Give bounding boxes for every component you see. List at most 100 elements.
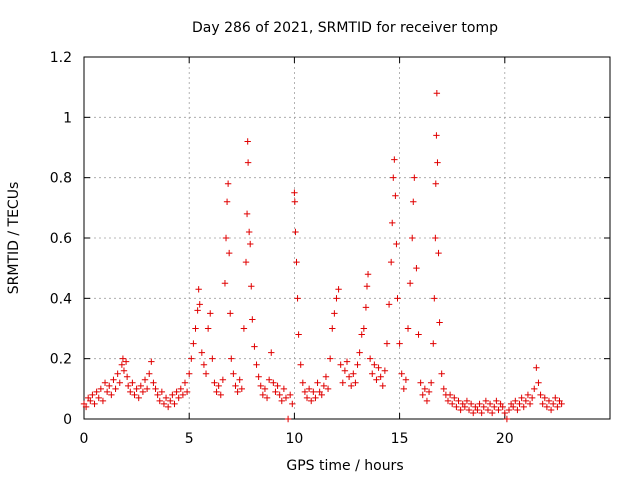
data-point	[114, 370, 121, 377]
data-point	[432, 180, 439, 187]
data-point	[276, 391, 283, 399]
data-point	[143, 385, 151, 393]
data-point	[82, 403, 90, 411]
data-point	[518, 394, 525, 402]
data-point	[480, 403, 487, 411]
data-point	[131, 391, 138, 399]
data-point	[373, 376, 380, 383]
y-tick-label: 1.2	[50, 50, 72, 66]
data-point	[116, 379, 123, 386]
data-point	[411, 174, 418, 181]
data-point	[524, 391, 532, 399]
data-point	[213, 388, 220, 396]
data-point	[219, 376, 227, 383]
data-point	[470, 409, 477, 417]
data-point	[179, 391, 187, 399]
data-point	[337, 361, 344, 368]
data-point	[545, 397, 553, 405]
data-point	[512, 397, 519, 405]
data-point	[402, 376, 410, 383]
data-point	[294, 295, 301, 302]
data-point	[223, 198, 231, 205]
data-point	[356, 349, 363, 356]
x-tick-label: 5	[185, 431, 194, 447]
data-point	[369, 370, 376, 377]
data-point	[345, 373, 353, 380]
data-point	[217, 391, 224, 399]
data-point	[391, 156, 398, 163]
data-point	[150, 379, 157, 386]
data-point	[488, 409, 496, 417]
data-point	[430, 340, 437, 347]
data-point	[449, 400, 456, 408]
data-point	[362, 304, 370, 311]
data-point	[476, 400, 483, 408]
data-point	[467, 400, 475, 408]
data-point	[232, 382, 239, 390]
y-axis-label: SRMTID / TECUs	[6, 182, 22, 295]
data-point	[175, 394, 182, 402]
data-point	[270, 379, 277, 386]
data-point	[221, 280, 229, 287]
data-point	[392, 192, 399, 199]
data-point	[110, 376, 117, 383]
data-point	[204, 325, 212, 332]
data-point	[169, 391, 176, 399]
data-point	[406, 280, 414, 287]
data-point	[493, 397, 500, 405]
data-point	[552, 394, 559, 402]
data-point	[484, 406, 492, 414]
data-point	[314, 379, 321, 386]
data-point	[87, 397, 94, 405]
data-point	[173, 388, 180, 396]
data-point	[308, 397, 315, 405]
data-point	[457, 406, 464, 414]
data-point	[247, 240, 254, 248]
data-point	[280, 385, 288, 393]
data-point	[434, 159, 441, 166]
data-point	[259, 391, 267, 399]
data-point	[244, 138, 251, 145]
data-point	[440, 385, 447, 393]
data-point	[301, 388, 309, 396]
data-point	[192, 325, 199, 332]
data-point	[253, 361, 260, 368]
data-point	[225, 249, 233, 257]
data-point	[486, 400, 494, 408]
data-point	[427, 379, 435, 386]
data-point	[419, 391, 426, 399]
data-point	[238, 385, 245, 393]
data-point	[97, 385, 105, 393]
data-point	[91, 400, 98, 408]
data-point	[146, 370, 153, 377]
data-point	[387, 258, 395, 266]
data-point	[537, 391, 544, 399]
data-point	[261, 385, 269, 393]
data-point	[554, 403, 561, 411]
data-point	[461, 403, 469, 411]
data-point	[240, 325, 248, 332]
data-point	[123, 373, 131, 380]
data-point	[292, 228, 299, 236]
data-point	[222, 234, 230, 242]
data-point	[236, 376, 243, 383]
data-point	[200, 361, 208, 368]
data-point	[295, 331, 302, 338]
data-point	[335, 286, 342, 293]
data-point	[516, 400, 523, 408]
data-point	[451, 394, 458, 402]
data-point	[549, 400, 557, 408]
data-point	[393, 240, 400, 248]
data-point	[234, 388, 241, 396]
data-point	[194, 307, 201, 314]
data-point	[108, 391, 115, 399]
data-point	[152, 385, 159, 393]
data-point	[137, 382, 145, 390]
data-point	[139, 388, 147, 396]
data-points	[80, 90, 565, 423]
data-point	[265, 376, 273, 383]
data-point	[526, 400, 534, 408]
data-point	[248, 283, 255, 290]
data-point	[227, 310, 234, 317]
